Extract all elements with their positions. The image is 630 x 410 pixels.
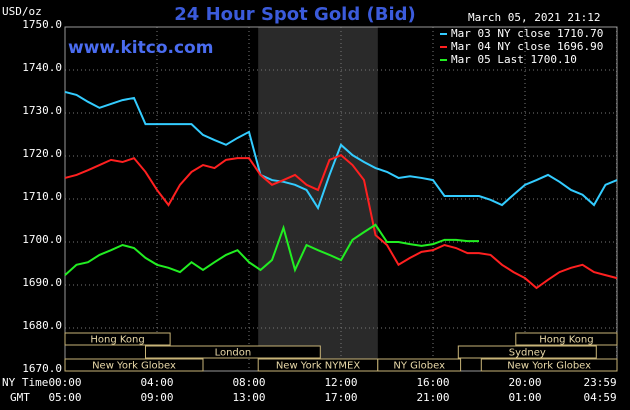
x-tick-label-gmt: 04:59 <box>583 391 616 404</box>
legend-entry: Mar 05 Last 1700.10 <box>451 53 577 66</box>
session-bar <box>377 358 462 372</box>
x-axis-label: NY Time <box>2 376 48 389</box>
chart-title: 24 Hour Spot Gold (Bid) <box>174 4 415 25</box>
session-label: Hong Kong <box>539 335 593 346</box>
price-line <box>64 153 618 290</box>
site-label: www.kitco.com <box>68 38 213 58</box>
x-tick-label-gmt: 17:00 <box>324 391 357 404</box>
session-bar <box>515 332 618 346</box>
y-tick-label: 1700.0 <box>22 233 62 246</box>
session-label: New York NYMEX <box>276 361 361 372</box>
session-label: Sydney <box>509 348 546 359</box>
session-bar <box>457 345 597 359</box>
x-tick-label: 04:00 <box>140 376 173 389</box>
x-tick-label-gmt: 09:00 <box>140 391 173 404</box>
price-line <box>64 90 618 211</box>
y-tick-label: 1730.0 <box>22 104 62 117</box>
x-tick-label: 12:00 <box>324 376 357 389</box>
y-tick-label: 1750.0 <box>22 18 62 31</box>
session-bar <box>64 358 204 372</box>
y-tick-label: 1680.0 <box>22 319 62 332</box>
x-tick-label: 20:00 <box>508 376 541 389</box>
session-bar <box>64 332 171 346</box>
y-tick-label: 1690.0 <box>22 276 62 289</box>
x-tick-label-gmt: 05:00 <box>48 391 81 404</box>
legend-entry: Mar 04 NY close 1696.90 <box>451 40 603 53</box>
y-tick-label: 1720.0 <box>22 147 62 160</box>
y-tick-label: 1740.0 <box>22 61 62 74</box>
y-tick-label: 1670.0 <box>22 362 62 375</box>
y-tick-label: 1710.0 <box>22 190 62 203</box>
session-bar <box>480 358 618 372</box>
x-tick-label: 23:59 <box>583 376 616 389</box>
x-tick-label: 16:00 <box>416 376 449 389</box>
legend-entry: Mar 03 NY close 1710.70 <box>451 27 603 40</box>
session-label: NY Globex <box>393 361 445 372</box>
session-label: Hong Kong <box>90 335 144 346</box>
x-tick-label-gmt: 13:00 <box>232 391 265 404</box>
y-unit: USD/oz <box>2 5 42 18</box>
session-label: London <box>215 348 252 359</box>
price-line <box>64 223 479 276</box>
session-label: New York Globex <box>92 361 176 372</box>
x-axis-label: GMT <box>10 391 30 404</box>
session-bar <box>145 345 321 359</box>
x-tick-label-gmt: 01:00 <box>508 391 541 404</box>
x-tick-label: 00:00 <box>48 376 81 389</box>
session-label: New York Globex <box>507 361 591 372</box>
timestamp: March 05, 2021 21:12 <box>468 11 600 24</box>
x-tick-label-gmt: 21:00 <box>416 391 449 404</box>
x-tick-label: 08:00 <box>232 376 265 389</box>
